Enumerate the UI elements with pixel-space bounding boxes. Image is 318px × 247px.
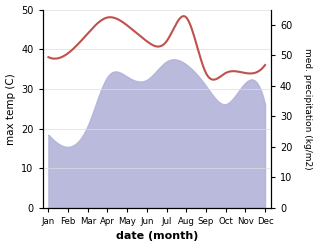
Y-axis label: med. precipitation (kg/m2): med. precipitation (kg/m2): [303, 48, 313, 169]
X-axis label: date (month): date (month): [115, 231, 198, 242]
Y-axis label: max temp (C): max temp (C): [5, 73, 16, 144]
